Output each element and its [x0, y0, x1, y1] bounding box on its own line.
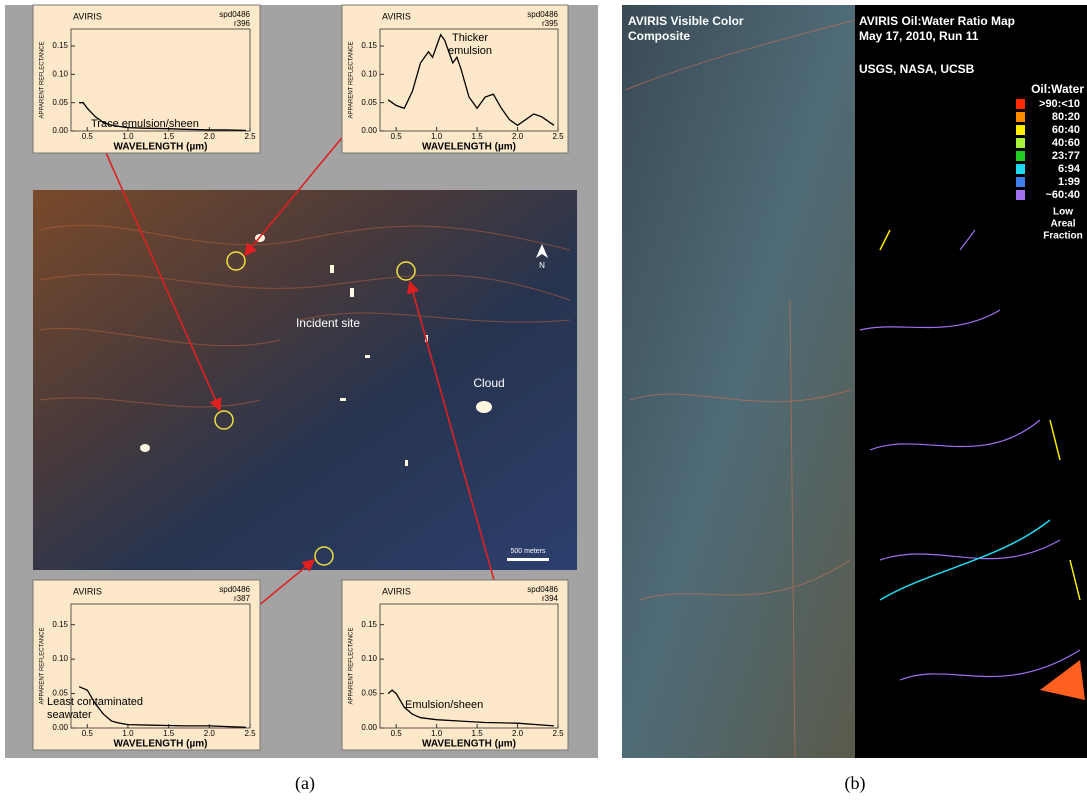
- legend-swatch: [1016, 99, 1025, 109]
- x-axis-label: WAVELENGTH (µm): [114, 142, 208, 153]
- legend-label: 23:77: [1052, 150, 1080, 162]
- legend-note: Areal: [1050, 219, 1075, 230]
- panel-title: May 17, 2010, Run 11: [859, 29, 979, 43]
- legend-swatch: [1016, 177, 1025, 187]
- panel-title: AVIRIS Oil:Water Ratio Map: [859, 14, 1015, 28]
- x-tick-label: 0.5: [391, 132, 403, 141]
- x-axis-label: WAVELENGTH (µm): [422, 142, 516, 153]
- chart-title: AVIRIS: [73, 11, 102, 21]
- y-axis-label: APPARENT REFLECTANCE: [40, 627, 46, 704]
- spectrum-id: spd0486: [527, 585, 558, 594]
- x-tick-label: 2.5: [244, 729, 256, 738]
- x-tick-label: 1.5: [472, 729, 484, 738]
- y-tick-label: 0.05: [361, 98, 377, 107]
- y-tick-label: 0.05: [52, 98, 68, 107]
- chart-title: AVIRIS: [382, 586, 411, 596]
- y-tick-label: 0.00: [52, 723, 68, 732]
- scale-label: 500 meters: [510, 548, 546, 555]
- incident-label: Incident site: [296, 316, 360, 330]
- x-tick-label: 2.5: [552, 132, 564, 141]
- y-tick-label: 0.10: [361, 69, 377, 78]
- legend-note: Low: [1053, 207, 1073, 218]
- spectrum-chart: 0.5 1.0 1.5 2.0 2.5 0.00 0.05 0.10 0.15 WAVELENGT…: [342, 580, 568, 750]
- legend-note: Fraction: [1043, 231, 1082, 242]
- spectrum-chart: 0.5 1.0 1.5 2.0 2.5 0.00 0.05 0.10 0.15 WAVELENGT…: [342, 5, 568, 153]
- spectrum-id: r396: [234, 19, 251, 28]
- x-tick-label: 1.5: [163, 729, 175, 738]
- chart-title: AVIRIS: [382, 11, 411, 21]
- credit: USGS, NASA, UCSB: [859, 62, 975, 76]
- y-tick-label: 0.05: [361, 689, 377, 698]
- spectrum-id: r395: [542, 19, 559, 28]
- y-tick-label: 0.00: [52, 126, 68, 135]
- legend-swatch: [1016, 112, 1025, 122]
- spectrum-id: r387: [234, 594, 251, 603]
- x-axis-label: WAVELENGTH (µm): [422, 739, 516, 750]
- x-tick-label: 1.0: [122, 132, 134, 141]
- x-tick-label: 2.5: [244, 132, 256, 141]
- x-tick-label: 2.0: [512, 132, 524, 141]
- x-tick-label: 1.5: [472, 132, 484, 141]
- x-tick-label: 2.5: [552, 729, 564, 738]
- scale-bar: [507, 558, 549, 561]
- y-tick-label: 0.00: [361, 723, 377, 732]
- legend-swatch: [1016, 164, 1025, 174]
- y-axis-label: APPARENT REFLECTANCE: [349, 627, 355, 704]
- figure: Incident site Cloud N 500 meters (a) (b)…: [0, 0, 1087, 803]
- y-tick-label: 0.10: [361, 654, 377, 663]
- y-tick-label: 0.10: [52, 654, 68, 663]
- spectrum-id: spd0486: [219, 10, 250, 19]
- legend-title: Oil:Water: [1031, 82, 1084, 96]
- y-tick-label: 0.15: [361, 41, 377, 50]
- x-tick-label: 0.5: [82, 729, 94, 738]
- x-tick-label: 0.5: [391, 729, 403, 738]
- x-tick-label: 1.0: [431, 132, 443, 141]
- y-tick-label: 0.15: [52, 620, 68, 629]
- legend-label: >90:<10: [1039, 98, 1080, 110]
- x-tick-label: 1.0: [431, 729, 443, 738]
- annotation: emulsion: [448, 45, 492, 57]
- spectrum-id: r394: [542, 594, 559, 603]
- cloud-label: Cloud: [473, 376, 504, 390]
- visible-composite: [622, 5, 855, 758]
- north-label: N: [539, 261, 545, 270]
- chart-title: AVIRIS: [73, 586, 102, 596]
- y-axis-label: APPARENT REFLECTANCE: [40, 41, 46, 118]
- x-tick-label: 2.0: [204, 132, 216, 141]
- legend-label: 80:20: [1052, 111, 1080, 123]
- x-tick-label: 0.5: [82, 132, 94, 141]
- spectrum-id: spd0486: [219, 585, 250, 594]
- panel-title: Composite: [628, 29, 690, 43]
- legend-swatch: [1016, 125, 1025, 135]
- y-tick-label: 0.15: [52, 41, 68, 50]
- legend-label: 1:99: [1058, 176, 1080, 188]
- caption: (b): [845, 773, 866, 794]
- annotation: Emulsion/sheen: [405, 699, 483, 711]
- y-axis-label: APPARENT REFLECTANCE: [349, 41, 355, 118]
- x-tick-label: 1.0: [122, 729, 134, 738]
- spectrum-id: spd0486: [527, 10, 558, 19]
- legend-label: 40:60: [1052, 137, 1080, 149]
- annotation: Least contaminated: [47, 696, 143, 708]
- y-tick-label: 0.15: [361, 620, 377, 629]
- annotation: seawater: [47, 709, 92, 721]
- legend-label: 60:40: [1052, 124, 1080, 136]
- panel-title: AVIRIS Visible Color: [628, 14, 744, 28]
- legend-swatch: [1016, 151, 1025, 161]
- legend-label: ~60:40: [1045, 189, 1080, 201]
- legend-swatch: [1016, 190, 1025, 200]
- legend-label: 6:94: [1058, 163, 1081, 175]
- caption: (a): [295, 773, 315, 794]
- spectrum-chart: 0.5 1.0 1.5 2.0 2.5 0.00 0.05 0.10 0.15 WAVELENGT…: [33, 5, 260, 153]
- x-tick-label: 1.5: [163, 132, 175, 141]
- y-tick-label: 0.10: [52, 69, 68, 78]
- x-tick-label: 2.0: [512, 729, 524, 738]
- legend-swatch: [1016, 138, 1025, 148]
- x-axis-label: WAVELENGTH (µm): [114, 739, 208, 750]
- annotation: Thicker: [452, 32, 488, 44]
- y-tick-label: 0.00: [361, 126, 377, 135]
- x-tick-label: 2.0: [204, 729, 216, 738]
